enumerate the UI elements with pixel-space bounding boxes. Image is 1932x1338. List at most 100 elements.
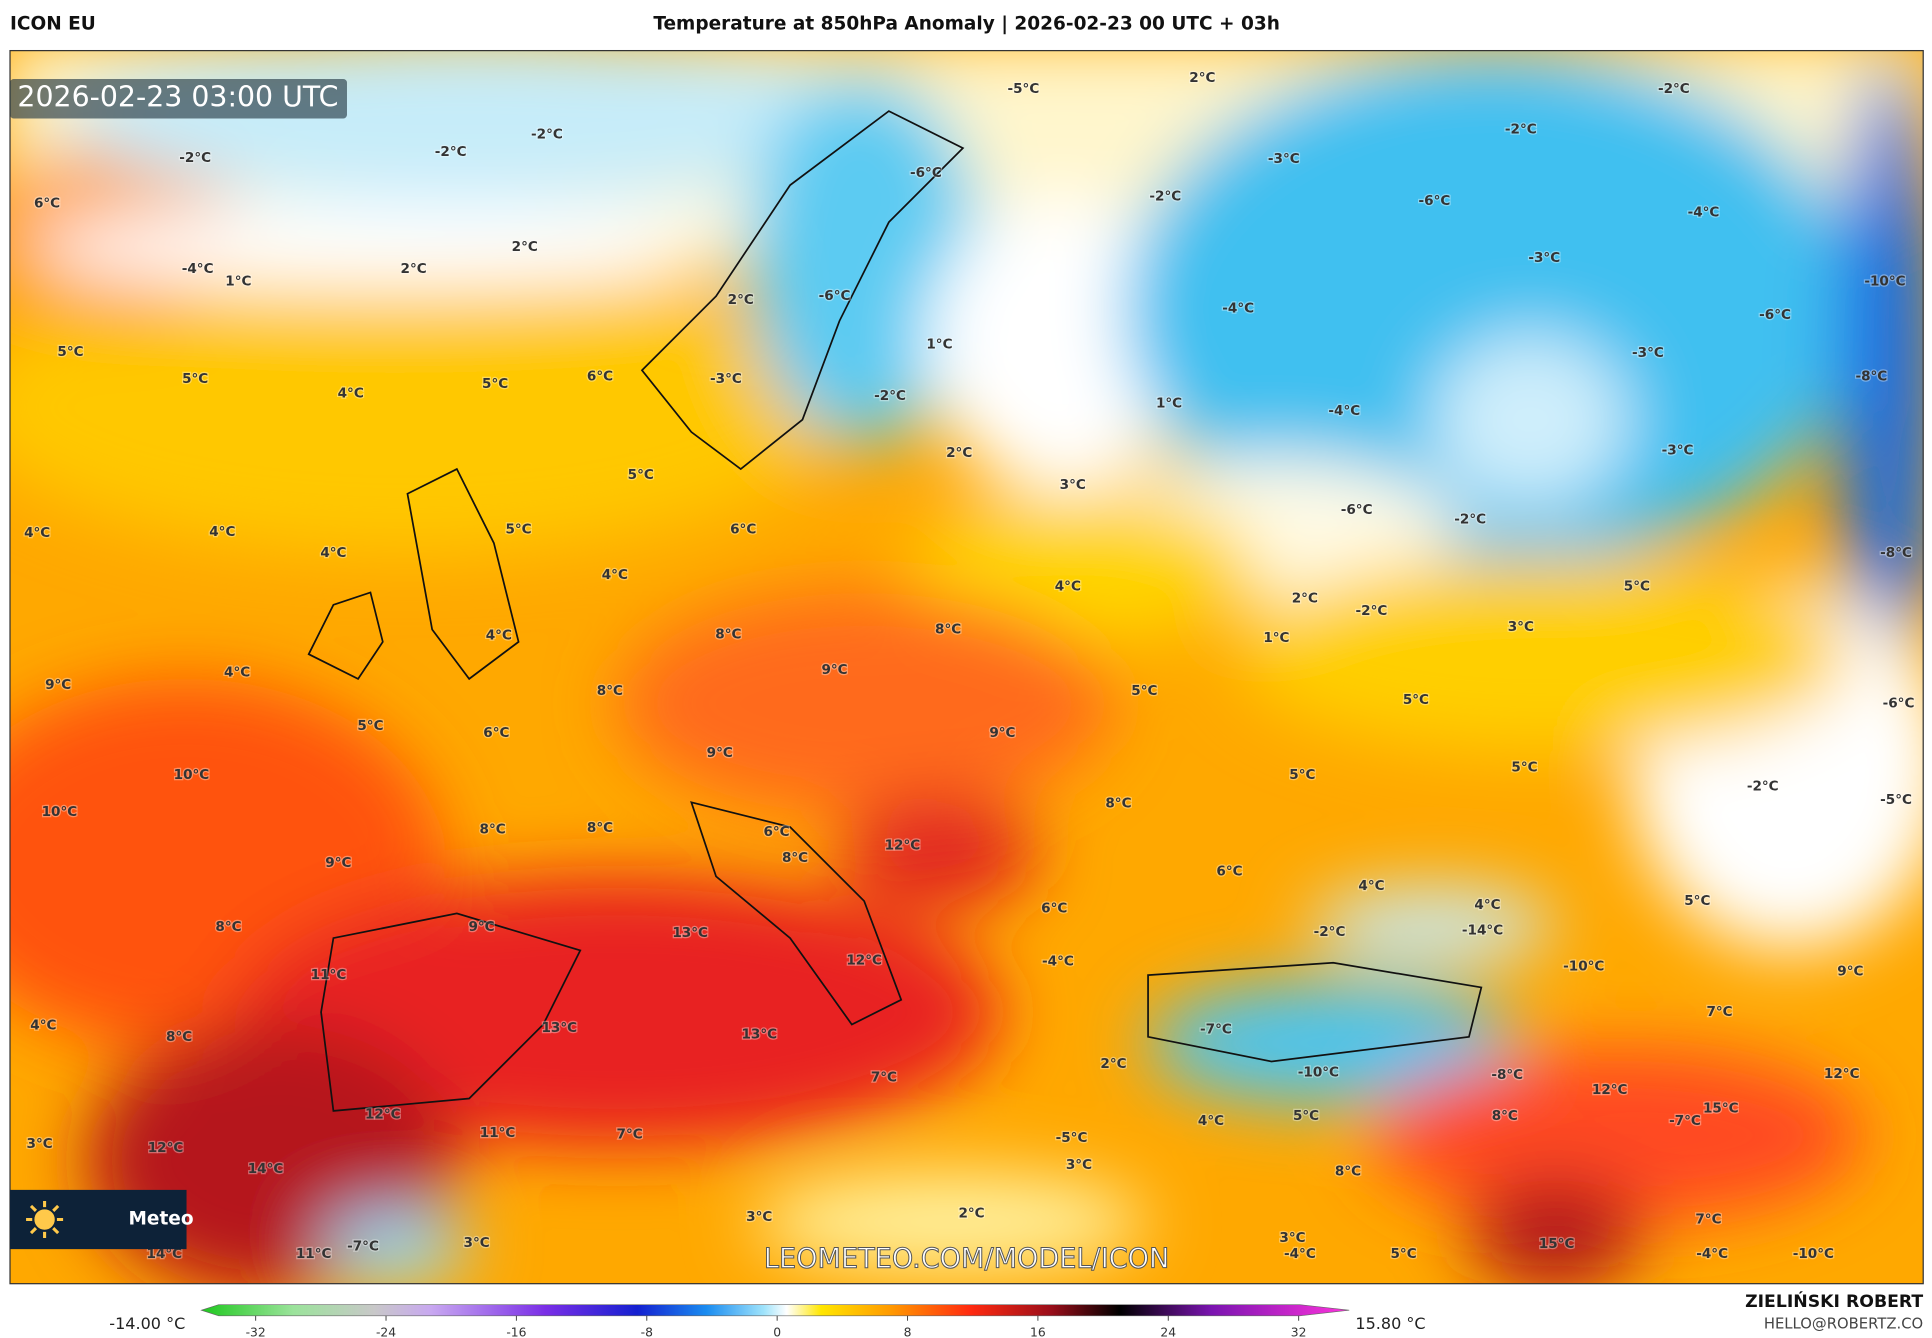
temperature-label: 4°C <box>1198 1113 1224 1129</box>
temperature-label: 5°C <box>505 522 531 538</box>
temperature-label: 3°C <box>27 1136 53 1152</box>
temperature-label: 3°C <box>1066 1157 1092 1173</box>
temperature-label: 5°C <box>1684 893 1710 909</box>
temperature-label: -14°C <box>1462 923 1503 939</box>
temperature-label: 7°C <box>617 1126 643 1142</box>
temperature-label: 9°C <box>821 662 847 678</box>
temperature-label: 4°C <box>1474 897 1500 913</box>
temperature-label: 15°C <box>1539 1236 1575 1252</box>
temperature-label: 13°C <box>541 1020 577 1036</box>
temperature-label: 8°C <box>597 683 623 699</box>
colorbar <box>200 1304 1350 1317</box>
temperature-label: -2°C <box>1314 924 1346 940</box>
temperature-label: -3°C <box>1662 443 1694 459</box>
temperature-label: 6°C <box>763 824 789 840</box>
temperature-label: -2°C <box>435 144 467 160</box>
temperature-label: -2°C <box>1747 778 1779 794</box>
temperature-label: 7°C <box>1706 1004 1732 1020</box>
temperature-label: -4°C <box>182 261 214 277</box>
temperature-label: 2°C <box>946 445 972 461</box>
temperature-field <box>10 50 1924 1284</box>
temperature-label: 5°C <box>1289 767 1315 783</box>
temperature-label: 4°C <box>320 545 346 561</box>
temperature-label: 1°C <box>1263 630 1289 646</box>
temperature-label: 12°C <box>365 1107 401 1123</box>
temperature-label: 2°C <box>728 292 754 308</box>
temperature-label: 3°C <box>1279 1230 1305 1246</box>
temperature-label: -10°C <box>1864 273 1905 289</box>
temperature-label: 8°C <box>1335 1163 1361 1179</box>
temperature-label: -8°C <box>1491 1067 1523 1083</box>
temperature-label: 3°C <box>1060 477 1086 493</box>
temperature-label: -2°C <box>179 150 211 166</box>
temperature-label: -8°C <box>1880 545 1912 561</box>
temperature-label: 9°C <box>989 725 1015 741</box>
temperature-label: 5°C <box>57 344 83 360</box>
temperature-label: 4°C <box>1055 578 1081 594</box>
temperature-label: 5°C <box>482 376 508 392</box>
temperature-label: 6°C <box>730 522 756 538</box>
temperature-label: 12°C <box>1824 1066 1860 1082</box>
colorbar-tick-label: 24 <box>1160 1326 1176 1338</box>
coastlines <box>307 110 1483 1112</box>
temperature-label: -6°C <box>910 165 942 181</box>
temperature-label: -2°C <box>1658 81 1690 97</box>
temperature-label: -3°C <box>1268 151 1300 167</box>
author: ZIELIŃSKI ROBERT <box>1745 1290 1923 1312</box>
temperature-label: 6°C <box>1041 900 1067 916</box>
temperature-label: -4°C <box>1042 954 1074 970</box>
temperature-label: 12°C <box>1592 1082 1628 1098</box>
temperature-label: 8°C <box>935 622 961 638</box>
temperature-label: 3°C <box>746 1209 772 1225</box>
colorbar-tick-label: 32 <box>1291 1326 1307 1338</box>
temperature-label: -4°C <box>1328 403 1360 419</box>
temperature-label: -6°C <box>1419 193 1451 209</box>
timestamp: 2026-02-23 03:00 UTC <box>17 81 338 114</box>
temperature-label: 3°C <box>464 1235 490 1251</box>
temperature-label: -2°C <box>1505 122 1537 138</box>
temperature-label: 5°C <box>182 371 208 387</box>
temperature-label: -3°C <box>710 371 742 387</box>
temperature-label: -7°C <box>1669 1113 1701 1129</box>
temperature-label: 5°C <box>1131 683 1157 699</box>
temperature-label: 6°C <box>587 368 613 384</box>
temperature-label: -2°C <box>1454 512 1486 528</box>
temperature-label: 12°C <box>846 952 882 968</box>
temperature-label: 7°C <box>1695 1212 1721 1228</box>
temperature-label: -2°C <box>1356 603 1388 619</box>
temperature-label: 4°C <box>209 524 235 540</box>
colorbar-tick-label: -24 <box>376 1326 396 1338</box>
temperature-label: -5°C <box>1056 1130 1088 1146</box>
temperature-label: 4°C <box>602 567 628 583</box>
temperature-label: 8°C <box>587 820 613 836</box>
colorbar-tick-label: 0 <box>773 1326 781 1338</box>
temperature-label: 9°C <box>1837 963 1863 979</box>
temperature-label: 2°C <box>958 1205 984 1221</box>
colorbar-tick-label: 8 <box>904 1326 912 1338</box>
temperature-label: 13°C <box>741 1026 777 1042</box>
temperature-label: 1°C <box>225 273 251 289</box>
temperature-label: -4°C <box>1284 1246 1316 1262</box>
temperature-label: -4°C <box>1696 1246 1728 1262</box>
temperature-label: -2°C <box>874 388 906 404</box>
temperature-label: 15°C <box>1703 1100 1739 1116</box>
temperature-label: 5°C <box>1403 692 1429 708</box>
temperature-label: 8°C <box>1105 796 1131 812</box>
colorbar-ticks: -32 -24 -16 -8 0 8 16 24 32 <box>246 1315 1307 1338</box>
temperature-label: 4°C <box>486 628 512 644</box>
temperature-label: 3°C <box>1508 619 1534 635</box>
temperature-label: 5°C <box>1511 760 1537 776</box>
temperature-label: 8°C <box>1492 1108 1518 1124</box>
temperature-label: 8°C <box>715 626 741 642</box>
temperature-label: 10°C <box>174 767 210 783</box>
temperature-label: 6°C <box>483 725 509 741</box>
colorbar-tick-label: -32 <box>246 1326 266 1338</box>
temperature-label: 9°C <box>45 677 71 693</box>
temperature-label: 12°C <box>148 1140 184 1156</box>
temperature-label: 2°C <box>512 239 538 255</box>
temperature-label: 4°C <box>1358 878 1384 894</box>
temperature-label: 4°C <box>24 525 50 541</box>
temperature-label: 10°C <box>42 804 78 820</box>
temperature-label: -3°C <box>1528 250 1560 266</box>
